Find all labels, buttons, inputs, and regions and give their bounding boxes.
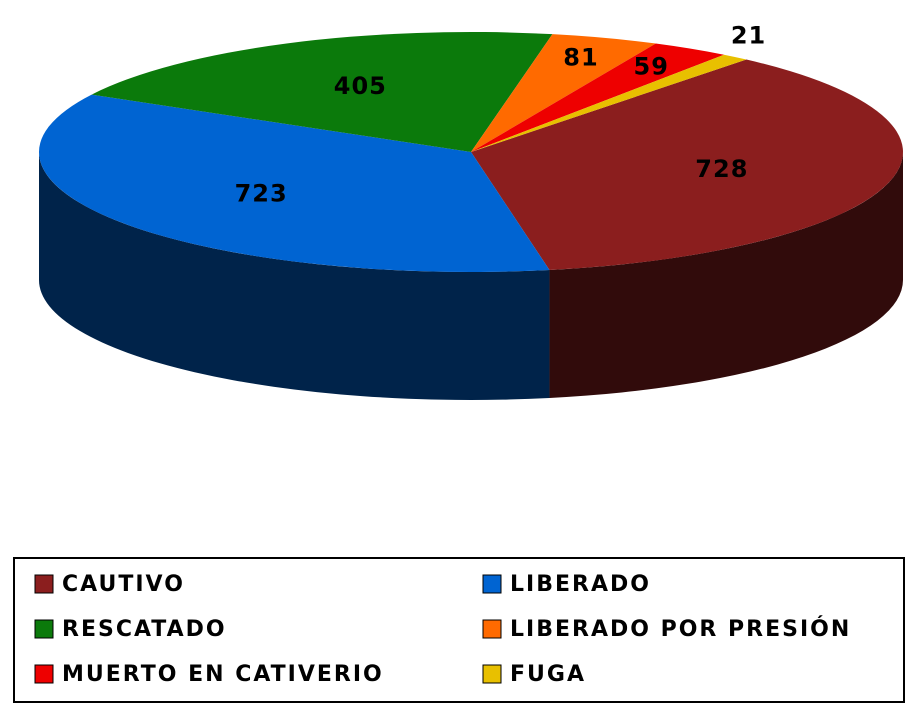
- legend-box: [13, 557, 905, 703]
- pie-slice: [39, 94, 550, 272]
- legend-label: MUERTO EN CATIVERIO: [62, 662, 384, 687]
- legend-label: LIBERADO: [510, 572, 651, 597]
- value-label: 81: [563, 43, 598, 71]
- legend-swatch: [34, 664, 54, 684]
- legend-swatch: [34, 574, 54, 594]
- pie-slice: [471, 34, 656, 153]
- pie-slice: [471, 54, 747, 152]
- legend-label: FUGA: [510, 662, 586, 687]
- legend-swatch: [482, 574, 502, 594]
- value-label: 21: [731, 21, 766, 49]
- legend-label: LIBERADO POR PRESIÓN: [510, 616, 851, 642]
- legend-swatch: [482, 664, 502, 684]
- pie-side: [549, 152, 904, 399]
- legend-label: RESCATADO: [62, 617, 227, 642]
- pie-slice: [91, 32, 553, 152]
- legend-label: CAUTIVO: [62, 572, 185, 597]
- value-label: 59: [634, 52, 669, 80]
- pie-slice: [471, 43, 725, 152]
- legend-swatch: [34, 619, 54, 639]
- value-label: 723: [235, 179, 288, 207]
- pie-slice: [471, 59, 903, 271]
- value-label: 728: [695, 155, 748, 183]
- legend-swatch: [482, 619, 502, 639]
- pie-side: [39, 152, 550, 400]
- value-label: 405: [334, 72, 387, 100]
